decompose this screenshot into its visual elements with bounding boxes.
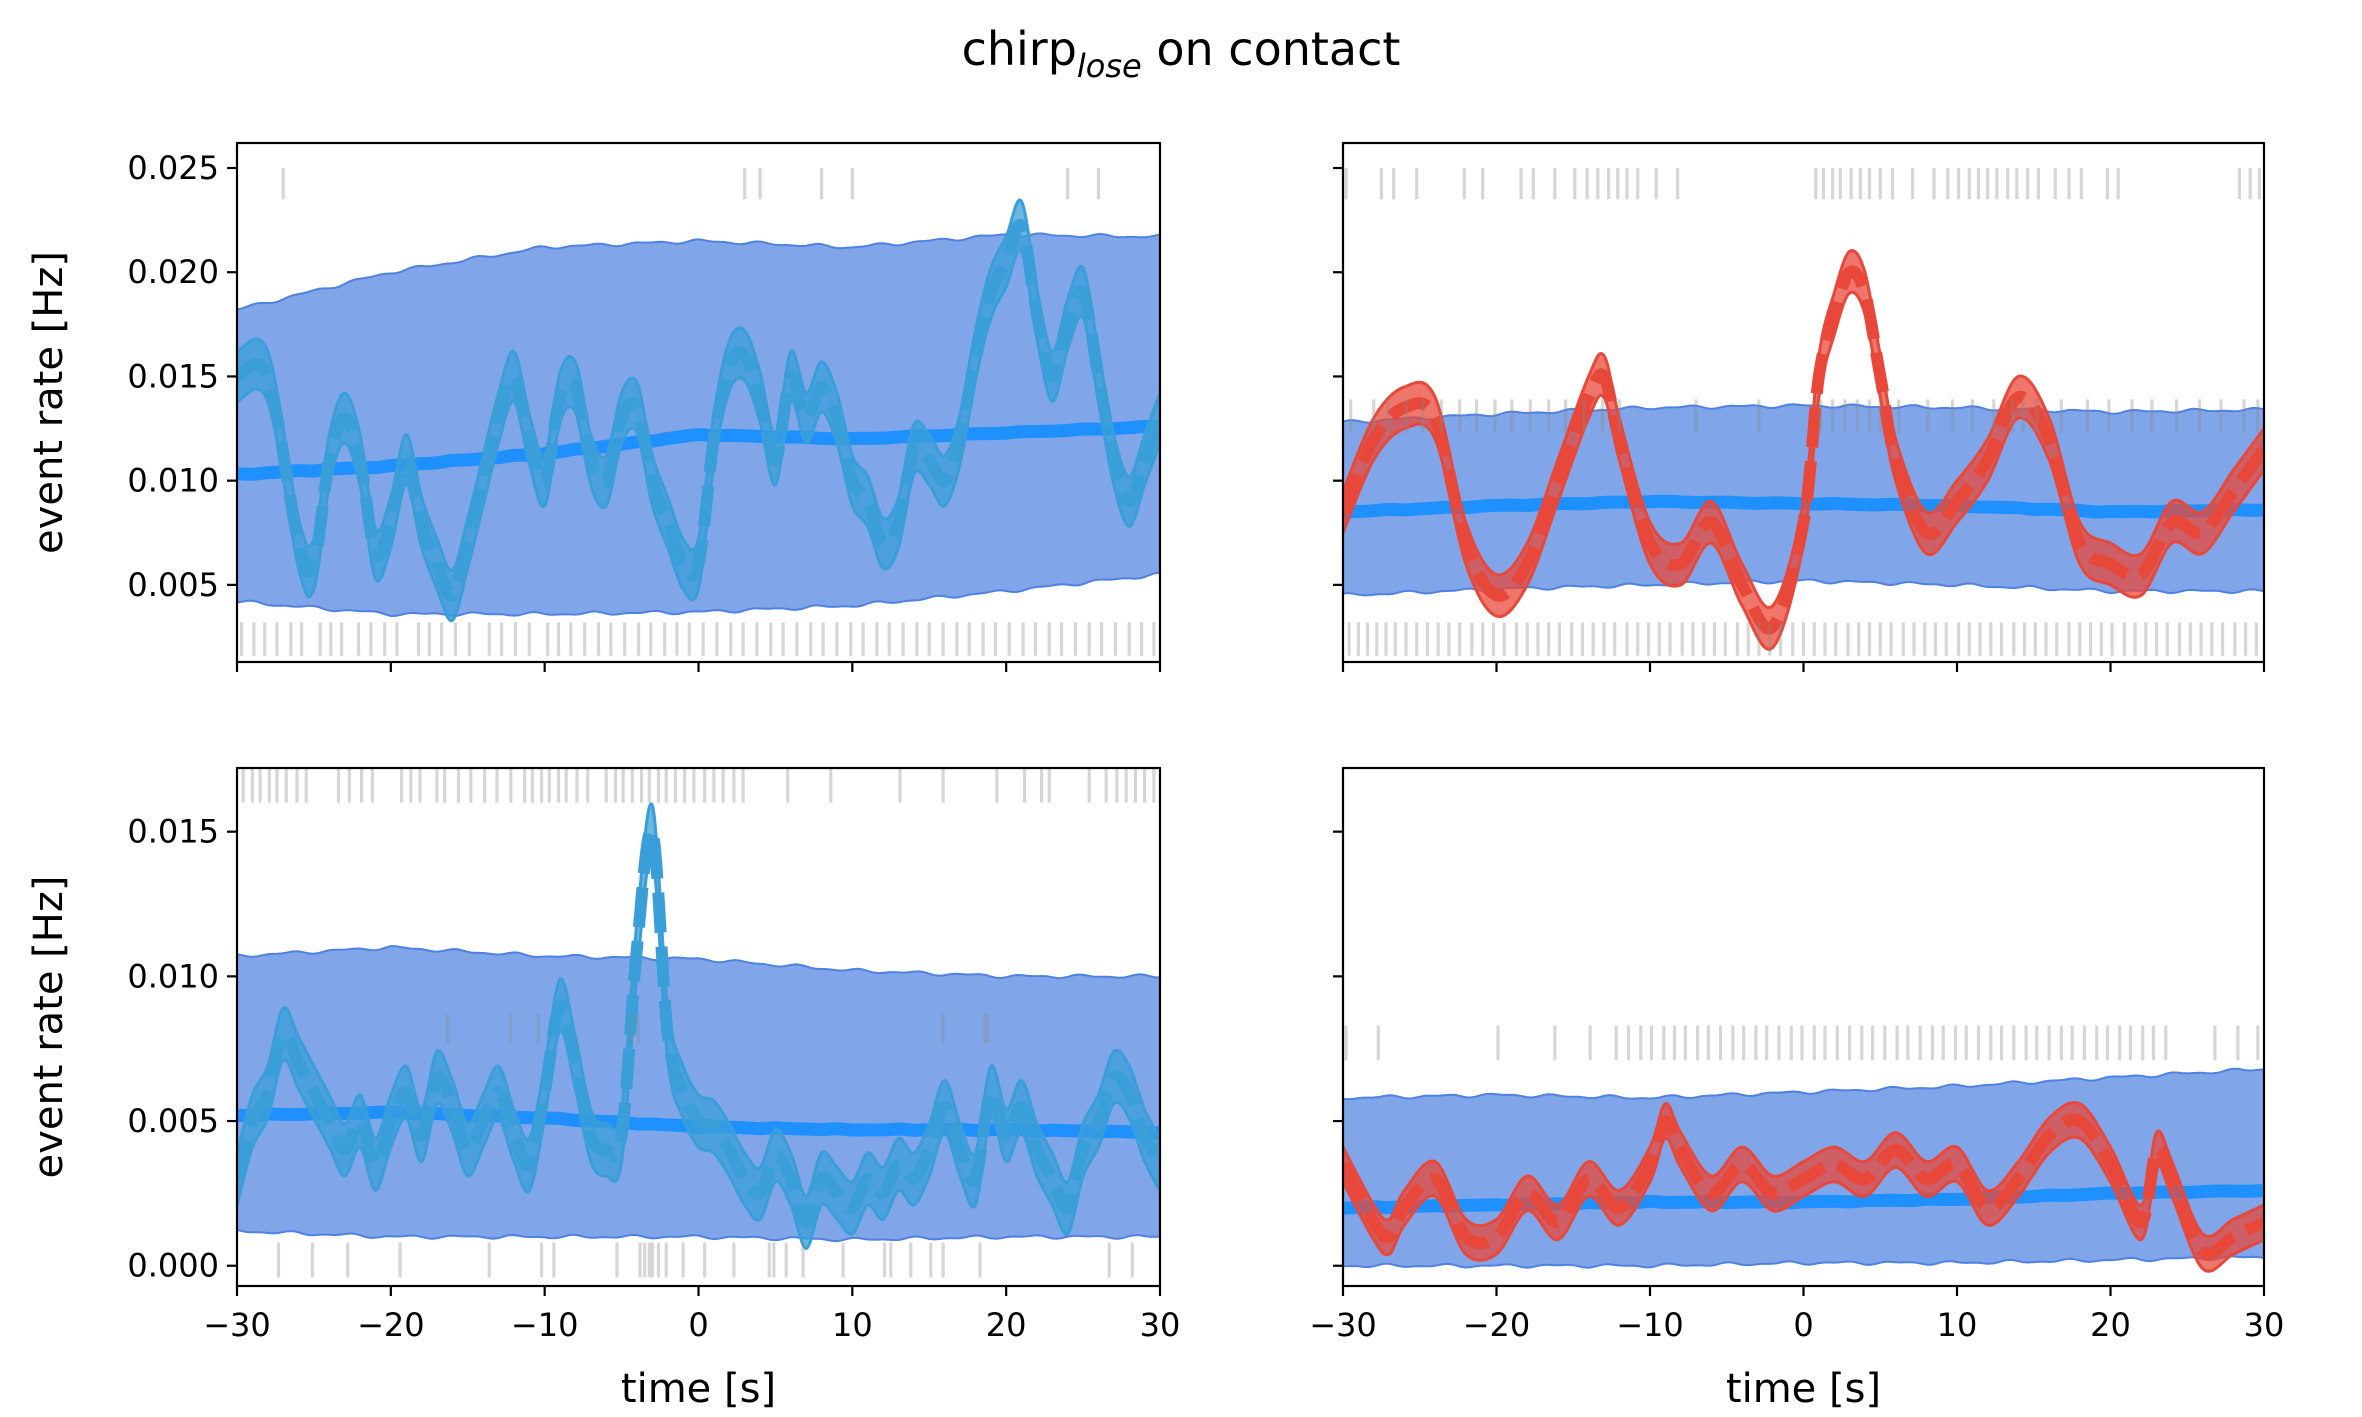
x-axis-label: time [s] xyxy=(621,1366,776,1412)
event-rate-curve-group xyxy=(1343,1101,2264,1273)
y-tick-label: 0.005 xyxy=(127,566,219,604)
figure-title: chirplose on contact xyxy=(962,22,1401,85)
event-rate-ribbon xyxy=(1343,1101,2264,1273)
panel-top-right xyxy=(1333,141,2266,672)
x-tick-label: 0 xyxy=(688,1306,708,1344)
title-main: chirp xyxy=(962,22,1077,76)
y-tick-label: 0.015 xyxy=(127,813,219,851)
event-rug-group xyxy=(1344,1025,2260,1061)
event-rate-curve xyxy=(1343,265,2264,635)
y-tick-label: 0.025 xyxy=(127,149,219,187)
x-tick-label: −30 xyxy=(1309,1306,1377,1344)
mean-line xyxy=(237,419,1160,481)
x-tick-label: 0 xyxy=(1793,1306,1813,1344)
y-tick-label: 0.010 xyxy=(127,462,219,500)
panel-bottom-left: 0.000 0.005 0.010 0.015 −30 −20 −10 0 10 20 30 even… xyxy=(26,766,1180,1412)
x-tick-label: −20 xyxy=(357,1306,425,1344)
y-axis-label: event rate [Hz] xyxy=(26,251,72,554)
x-tick-label: 10 xyxy=(1937,1306,1978,1344)
panel-top-left: 0.005 0.010 0.015 0.020 0.025 event rate [Hz] xyxy=(26,141,1162,672)
y-tick-label: 0.020 xyxy=(127,253,219,291)
event-rate-curve-group xyxy=(237,198,1160,622)
event-rug-group xyxy=(240,168,1156,656)
title-subscript: lose xyxy=(1077,47,1142,85)
event-rate-curve xyxy=(237,218,1160,602)
y-tick-label: 0.010 xyxy=(127,957,219,995)
y-tick-label: 0.005 xyxy=(127,1102,219,1140)
x-tick-label: −30 xyxy=(203,1306,271,1344)
x-tick-label: 20 xyxy=(986,1306,1027,1344)
y-tick-label: 0.015 xyxy=(127,357,219,395)
event-rate-curve-group xyxy=(237,802,1160,1250)
event-rate-ribbon xyxy=(1343,249,2264,651)
event-rate-curve-group xyxy=(1343,249,2264,651)
event-rug-group xyxy=(241,768,1156,1278)
axes-group: 0.005 0.010 0.015 0.020 0.025 event rate [Hz] xyxy=(26,149,1162,672)
x-tick-label: 10 xyxy=(832,1306,873,1344)
event-rate-curve xyxy=(1343,1113,2264,1260)
event-rate-ribbon xyxy=(237,198,1160,622)
y-tick-label: 0.000 xyxy=(127,1247,219,1285)
x-tick-label: −10 xyxy=(1616,1306,1684,1344)
x-tick-label: 30 xyxy=(1140,1306,1181,1344)
axes-group xyxy=(1333,166,2266,672)
x-axis-label: time [s] xyxy=(1726,1366,1881,1412)
x-tick-label: 30 xyxy=(2244,1306,2285,1344)
y-axis-label: event rate [Hz] xyxy=(26,876,72,1179)
title-rest: on contact xyxy=(1142,22,1401,76)
axes-group: 0.000 0.005 0.010 0.015 −30 −20 −10 0 10 20 30 even… xyxy=(26,813,1180,1412)
mean-line-group xyxy=(237,419,1160,481)
panel-bottom-right: −30 −20 −10 0 10 20 30 time [s] xyxy=(1309,766,2285,1412)
event-rate-curve xyxy=(237,823,1160,1229)
mean-line-group xyxy=(1343,1183,2264,1215)
mean-line xyxy=(1343,1183,2264,1215)
axes-group: −30 −20 −10 0 10 20 30 time [s] xyxy=(1309,830,2285,1412)
x-tick-label: −20 xyxy=(1463,1306,1531,1344)
x-tick-label: −10 xyxy=(511,1306,579,1344)
x-tick-label: 20 xyxy=(2090,1306,2131,1344)
event-rug-group xyxy=(1344,168,2261,656)
